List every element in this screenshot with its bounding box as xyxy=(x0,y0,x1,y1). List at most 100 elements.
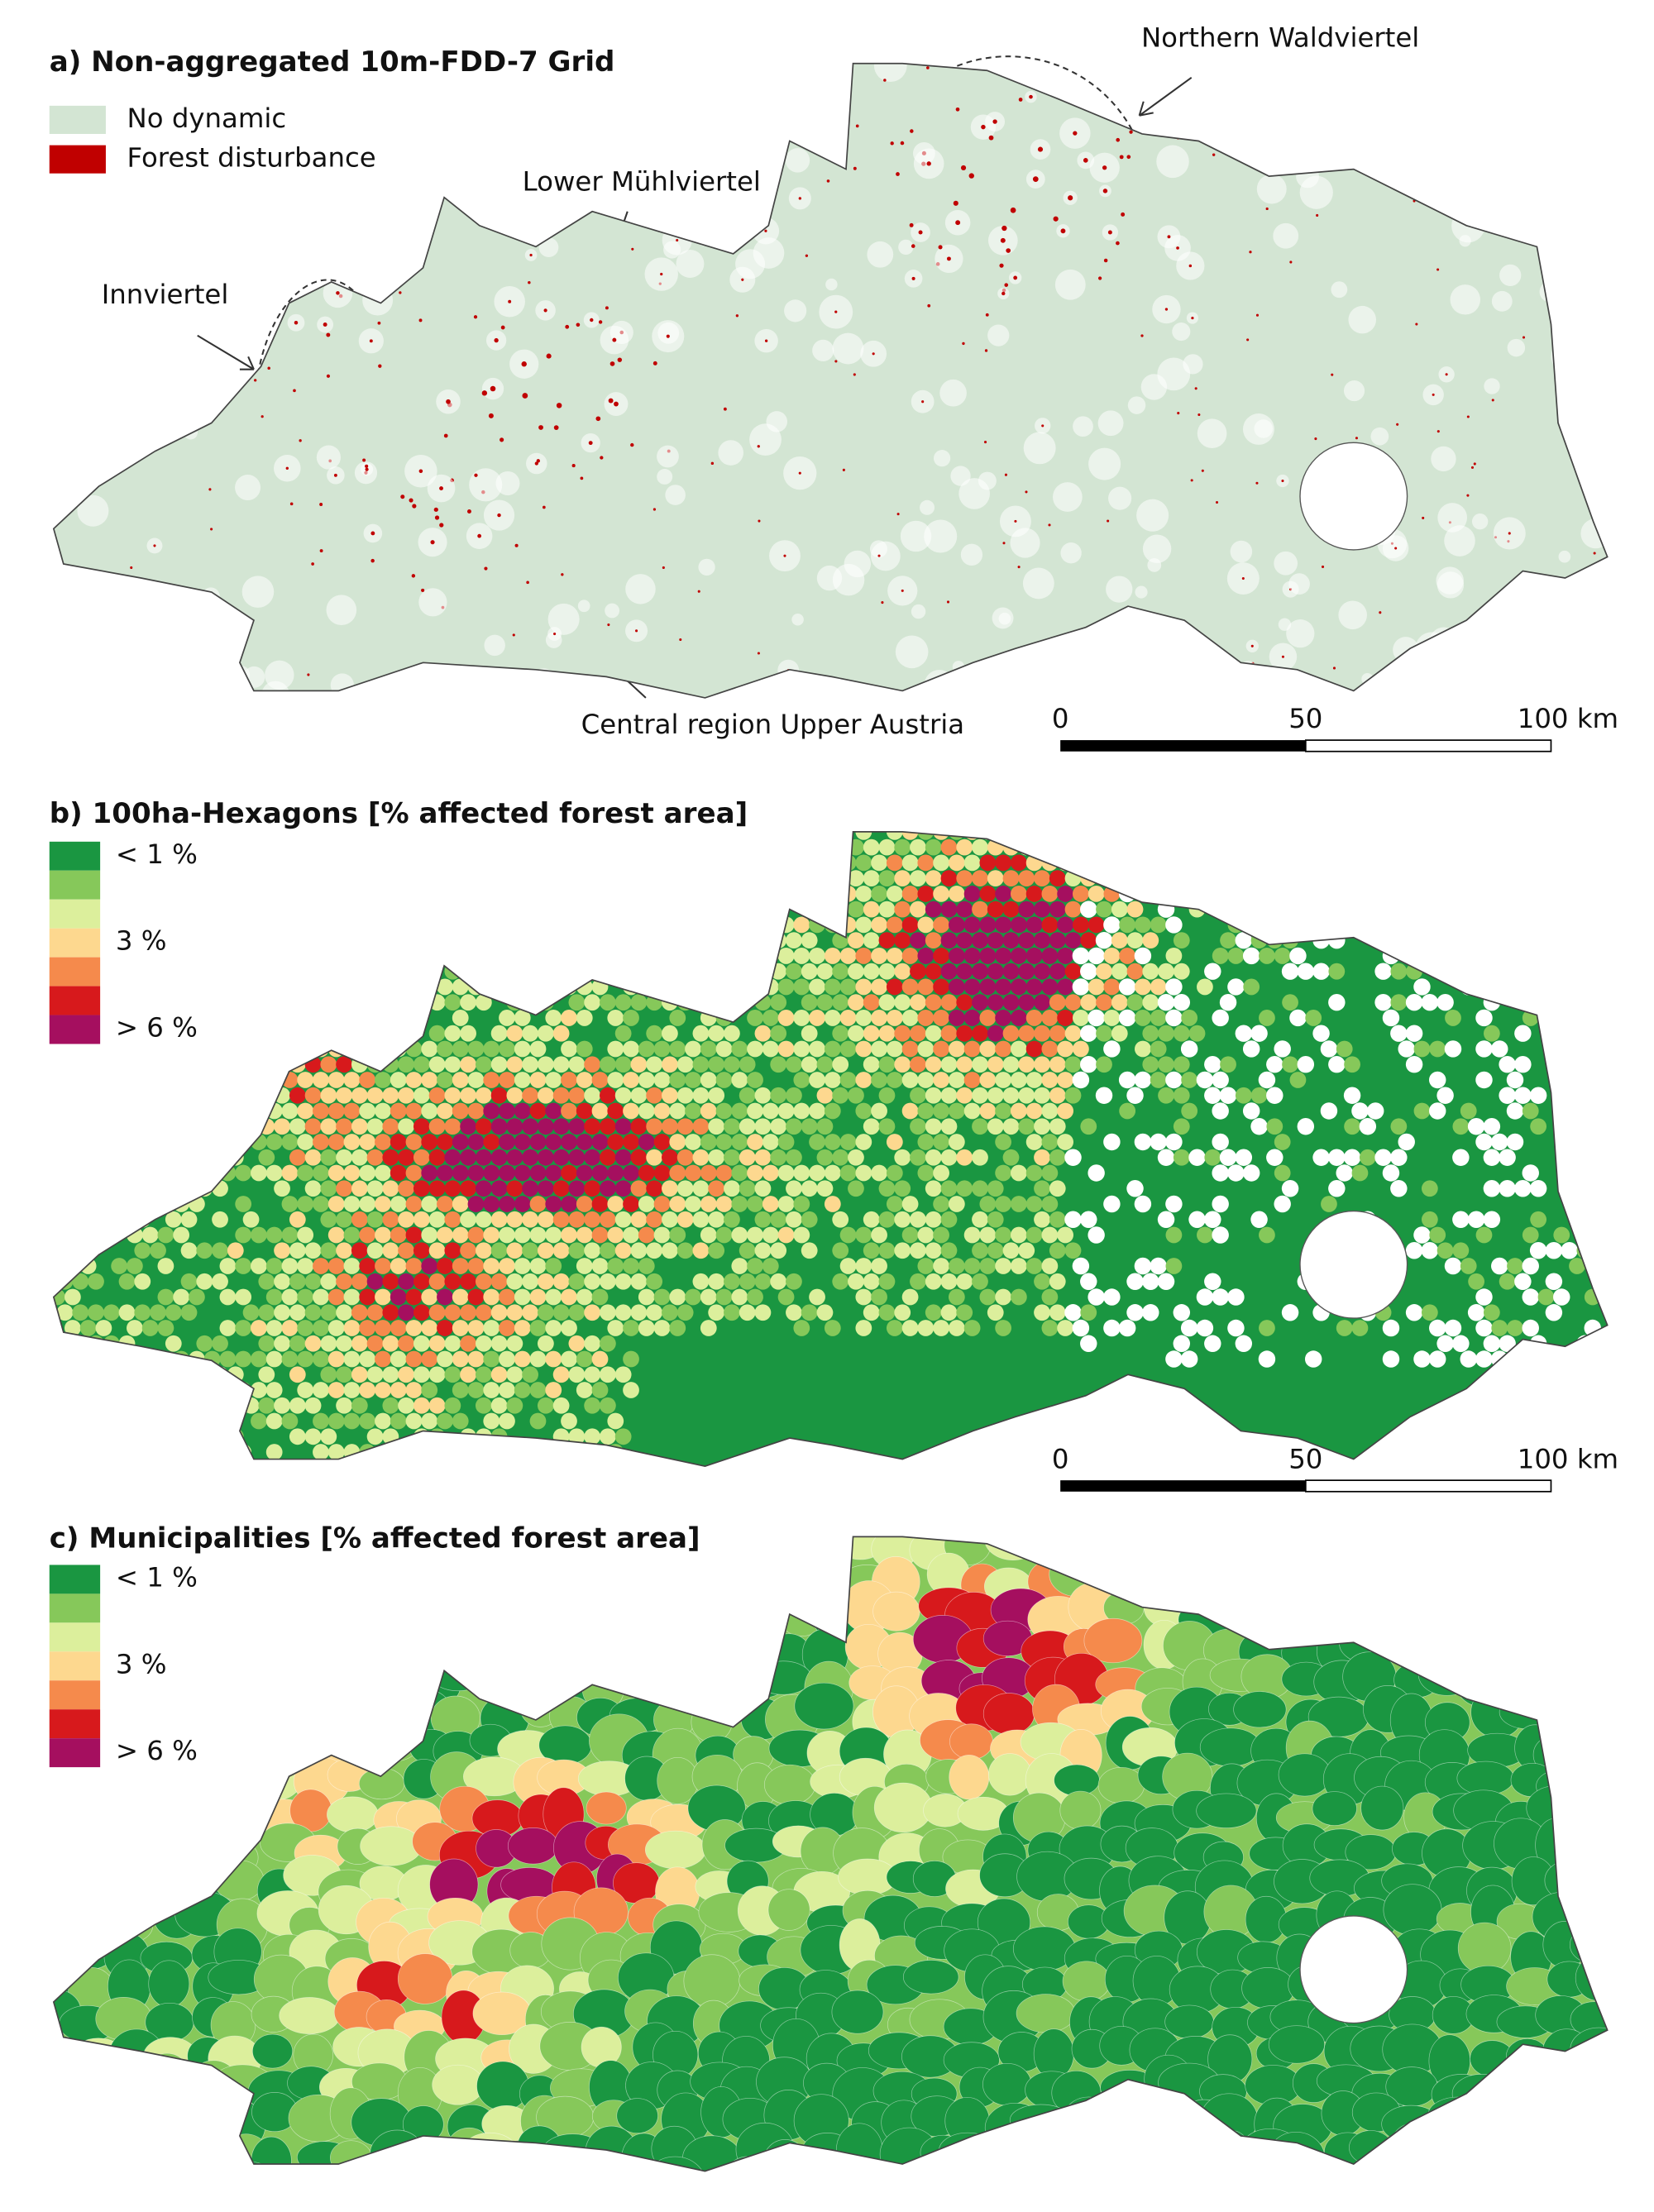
speckle xyxy=(1127,396,1146,414)
hexagon xyxy=(483,1102,500,1120)
hexagon xyxy=(878,1211,896,1228)
hexagon xyxy=(901,1040,919,1058)
hex-gap xyxy=(1266,1149,1284,1166)
hexagon xyxy=(1002,901,1020,918)
speckle xyxy=(513,681,528,697)
hexagon xyxy=(499,948,515,964)
hexagon xyxy=(281,1134,299,1150)
hexagon xyxy=(871,1040,887,1058)
hexagon xyxy=(653,1134,671,1150)
hexagon xyxy=(956,932,973,949)
disturbance-dot xyxy=(1076,86,1080,91)
hexagon xyxy=(552,1025,570,1042)
hexagon xyxy=(568,1149,586,1166)
hexagon xyxy=(1150,1040,1167,1058)
hexagon xyxy=(522,1211,539,1228)
disturbance-dot xyxy=(1204,80,1207,84)
scale-label: 0 xyxy=(1052,703,1069,734)
hexagon xyxy=(460,901,476,918)
hexagon xyxy=(467,1134,485,1150)
hexagon xyxy=(1064,1025,1082,1042)
speckle xyxy=(1172,322,1191,342)
hexagon xyxy=(537,1304,554,1321)
municipality xyxy=(53,1899,93,1935)
hexagon xyxy=(452,1320,469,1336)
hexagon xyxy=(343,1320,361,1336)
municipality xyxy=(991,2132,1040,2171)
hexagon xyxy=(747,1226,763,1244)
hexagon xyxy=(1034,1211,1050,1228)
disturbance-dot xyxy=(955,107,960,112)
hex-gap xyxy=(1165,1009,1183,1027)
hexagon xyxy=(1158,870,1174,887)
hexagon xyxy=(382,1211,399,1228)
hex-gap xyxy=(1204,963,1221,980)
municipality xyxy=(72,1794,117,1828)
annotation: Lower Mühlviertel xyxy=(523,166,761,198)
hexagon xyxy=(336,1366,352,1383)
hexagon xyxy=(274,963,290,980)
municipality xyxy=(1279,2163,1322,2171)
municipality xyxy=(1576,1803,1608,1845)
disturbance-dot xyxy=(1004,473,1007,476)
hexagon xyxy=(793,831,810,840)
disturbance-dot xyxy=(877,554,881,557)
hex-gap xyxy=(1336,831,1353,841)
hex-gap xyxy=(1165,978,1183,996)
hexagon xyxy=(227,1025,244,1042)
hexagon xyxy=(816,994,834,1011)
hexagon xyxy=(336,1397,352,1414)
hexagon xyxy=(196,1118,213,1135)
hexagon xyxy=(786,1087,802,1104)
hexagon xyxy=(1064,932,1082,949)
hexagon xyxy=(638,978,655,996)
municipality xyxy=(1582,1536,1608,1563)
hexagon xyxy=(1049,1304,1066,1321)
hexagon xyxy=(529,1196,547,1212)
hexagon xyxy=(53,1102,66,1120)
municipality xyxy=(473,1560,533,1602)
hexagon xyxy=(336,963,352,980)
disturbance-dot xyxy=(1164,308,1169,311)
hexagon xyxy=(591,1072,609,1088)
hexagon xyxy=(336,1149,352,1166)
hexagon xyxy=(901,1226,919,1244)
hexagon xyxy=(724,994,740,1011)
hexagon xyxy=(724,1118,740,1135)
hexagon xyxy=(327,854,345,872)
disturbance-dot xyxy=(490,111,494,114)
disturbance-dot xyxy=(617,357,623,362)
municipality xyxy=(1503,1618,1547,1669)
hexagon xyxy=(460,1025,476,1042)
hexagon xyxy=(1049,838,1066,856)
hex-gap xyxy=(1289,1009,1307,1027)
municipality xyxy=(1144,1568,1190,1601)
disturbance-dot xyxy=(565,324,570,329)
hexagon xyxy=(490,1025,508,1042)
hexagon xyxy=(421,1382,438,1398)
hexagon xyxy=(313,1288,329,1306)
hexagon xyxy=(1111,901,1128,918)
hexagon xyxy=(1383,886,1399,902)
hexagon xyxy=(839,1134,857,1150)
hexagon xyxy=(700,916,717,934)
hexagon xyxy=(196,963,213,980)
hexagon xyxy=(995,1040,1012,1058)
hexagon xyxy=(1018,994,1035,1011)
hexagon xyxy=(405,1196,423,1212)
disturbance-dot xyxy=(955,220,961,226)
hexagon xyxy=(1010,1102,1027,1120)
speckle xyxy=(735,249,766,279)
hex-gap xyxy=(1204,869,1221,887)
disturbance-dot xyxy=(1201,469,1204,472)
hexagon xyxy=(189,948,205,964)
hexagon xyxy=(79,1382,97,1398)
hex-gap xyxy=(1537,916,1555,934)
hexagon xyxy=(351,870,368,887)
hexagon xyxy=(506,1118,523,1135)
hexagon xyxy=(398,1366,414,1383)
hexagon xyxy=(506,1149,523,1166)
hex-gap xyxy=(1266,869,1284,887)
hexagon xyxy=(863,963,880,980)
hexagon xyxy=(1111,870,1128,887)
